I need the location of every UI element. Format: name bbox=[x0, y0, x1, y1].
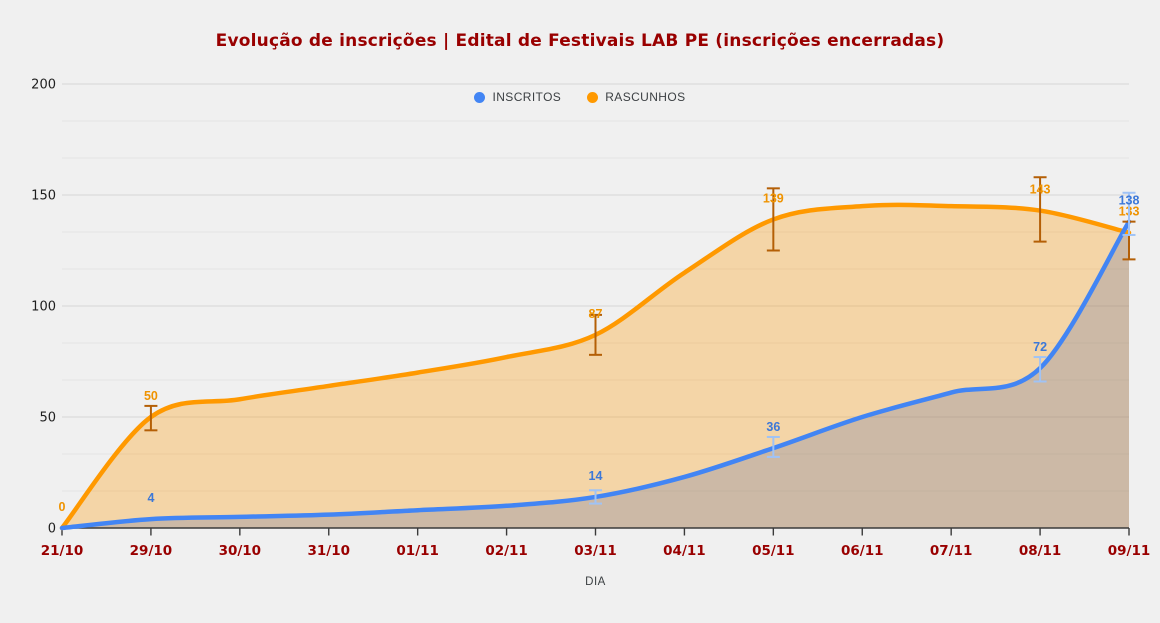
svg-text:0: 0 bbox=[59, 500, 66, 514]
svg-text:72: 72 bbox=[1033, 340, 1047, 354]
legend-label-inscritos: INSCRITOS bbox=[492, 90, 562, 104]
svg-text:09/11: 09/11 bbox=[1108, 543, 1151, 559]
svg-text:05/11: 05/11 bbox=[752, 543, 795, 559]
legend-item-rascunhos: RASCUNHOS bbox=[587, 90, 685, 104]
svg-text:4: 4 bbox=[147, 491, 154, 505]
svg-text:14: 14 bbox=[589, 469, 603, 483]
svg-text:21/10: 21/10 bbox=[41, 543, 84, 559]
svg-text:03/11: 03/11 bbox=[574, 543, 617, 559]
svg-text:138: 138 bbox=[1119, 194, 1140, 208]
svg-text:04/11: 04/11 bbox=[663, 543, 706, 559]
svg-text:87: 87 bbox=[589, 307, 603, 321]
legend-item-inscritos: INSCRITOS bbox=[474, 90, 561, 104]
svg-text:02/11: 02/11 bbox=[485, 543, 528, 559]
svg-text:06/11: 06/11 bbox=[841, 543, 884, 559]
rascunhos-series-dot-icon bbox=[587, 91, 599, 103]
legend: INSCRITOS RASCUNHOS bbox=[0, 90, 1160, 104]
svg-text:29/10: 29/10 bbox=[130, 543, 173, 559]
svg-text:50: 50 bbox=[39, 411, 56, 426]
svg-text:200: 200 bbox=[31, 78, 56, 93]
svg-text:50: 50 bbox=[144, 389, 158, 403]
x-axis-title: DIA bbox=[585, 576, 606, 588]
svg-text:139: 139 bbox=[763, 191, 784, 205]
svg-text:143: 143 bbox=[1030, 183, 1051, 197]
svg-text:08/11: 08/11 bbox=[1019, 543, 1062, 559]
legend-label-rascunhos: RASCUNHOS bbox=[605, 90, 686, 104]
svg-text:36: 36 bbox=[766, 420, 780, 434]
svg-text:07/11: 07/11 bbox=[930, 543, 973, 559]
svg-text:30/10: 30/10 bbox=[219, 543, 262, 559]
svg-text:150: 150 bbox=[31, 189, 56, 204]
chart-title: Evolução de inscrições | Edital de Festi… bbox=[215, 31, 945, 51]
svg-text:01/11: 01/11 bbox=[396, 543, 439, 559]
svg-text:31/10: 31/10 bbox=[307, 543, 350, 559]
inscritos-series-dot-icon bbox=[474, 91, 486, 103]
svg-text:0: 0 bbox=[48, 522, 56, 537]
svg-text:100: 100 bbox=[31, 300, 56, 315]
